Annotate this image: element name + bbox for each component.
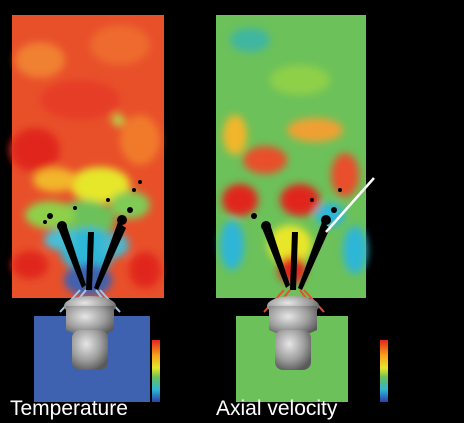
fuel-droplets-line1: Fuel xyxy=(372,120,411,142)
velocity-colorbar-min: −50 xyxy=(402,387,428,404)
temperature-label: Temperature xyxy=(10,397,128,420)
axial-velocity-panel xyxy=(216,15,367,402)
temperature-colorbar xyxy=(152,340,160,402)
velocity-colorbar-max: 50 xyxy=(410,335,427,352)
temperature-fuel-spray xyxy=(43,180,142,290)
velocity-injector xyxy=(267,296,319,370)
fuel-droplets-annotation: Fuel droplets xyxy=(372,120,443,166)
velocity-colorbar-unit: [m/s] xyxy=(404,361,450,378)
axial-velocity-label: Axial velocity xyxy=(216,397,338,420)
temperature-colorbar-max: 2100 xyxy=(164,335,198,352)
temperature-colorbar-min: 300 xyxy=(170,387,196,404)
temperature-step-left xyxy=(12,298,42,312)
fuel-droplets-pointer xyxy=(325,177,375,233)
velocity-colorbar xyxy=(380,340,388,402)
temperature-panel xyxy=(10,15,164,402)
velocity-fuel-spray xyxy=(251,188,342,290)
temperature-step-right xyxy=(134,298,164,312)
velocity-step-right xyxy=(336,298,366,312)
temperature-colorbar-unit: [K] xyxy=(172,361,200,378)
fuel-droplets-line2: droplets xyxy=(372,143,444,165)
temperature-injector xyxy=(64,296,116,370)
velocity-step-left xyxy=(216,298,246,312)
